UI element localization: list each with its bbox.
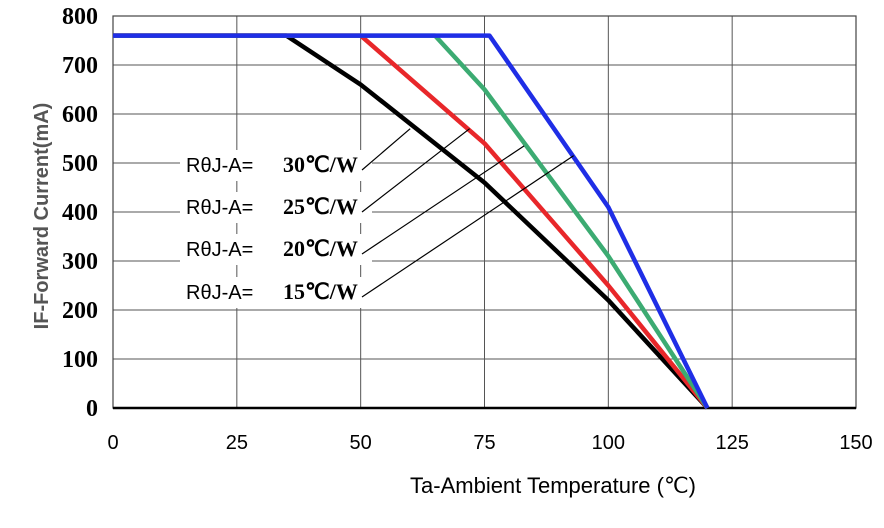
tick-labels: 0 25 50 75 100 125 150 0 100 200 300 400 500 600 700 80… bbox=[62, 4, 873, 454]
y-tick-label: 200 bbox=[62, 298, 98, 324]
x-tick-label: 0 bbox=[107, 432, 118, 454]
annotation-leader bbox=[361, 128, 411, 171]
annotation-box bbox=[180, 234, 372, 265]
x-tick-label: 75 bbox=[473, 432, 495, 454]
y-tick-label: 800 bbox=[62, 4, 98, 30]
annotation-value: 15℃/W bbox=[283, 279, 358, 304]
y-tick-label: 500 bbox=[62, 151, 98, 177]
y-tick-label: 700 bbox=[62, 53, 98, 79]
annotation-box bbox=[180, 277, 372, 308]
annotation-value: 20℃/W bbox=[283, 236, 358, 261]
annotation-leader bbox=[361, 145, 525, 255]
y-axis-label: IF-Forward Current(mA) bbox=[31, 103, 53, 330]
y-tick-label: 300 bbox=[62, 249, 98, 275]
annotation-prefix: RθJ-A= bbox=[186, 282, 253, 304]
annotation-box bbox=[180, 150, 372, 181]
x-tick-label: 25 bbox=[226, 432, 248, 454]
x-tick-label: 50 bbox=[350, 432, 372, 454]
y-tick-label: 400 bbox=[62, 200, 98, 226]
series-line bbox=[113, 33, 710, 409]
x-axis-label: Ta-Ambient Temperature (℃) bbox=[410, 473, 696, 498]
x-tick-label: 100 bbox=[592, 432, 625, 454]
annotation-prefix: RθJ-A= bbox=[186, 197, 253, 219]
x-tick-label: 125 bbox=[715, 432, 748, 454]
annotation-prefix: RθJ-A= bbox=[186, 155, 253, 177]
annotation-leader bbox=[361, 155, 574, 298]
annotation-leader bbox=[361, 128, 471, 213]
y-tick-label: 600 bbox=[62, 102, 98, 128]
annotation-prefix: RθJ-A= bbox=[186, 239, 253, 261]
series-lines bbox=[113, 33, 710, 410]
y-tick-label: 0 bbox=[86, 396, 98, 422]
x-tick-label: 150 bbox=[839, 432, 872, 454]
annotation-value: 25℃/W bbox=[283, 194, 358, 219]
annotation-box bbox=[180, 192, 372, 223]
annotations: RθJ-A= 30℃/W RθJ-A= 25℃/W RθJ-A= 20℃/W RθJ-A= 1… bbox=[180, 128, 574, 308]
y-tick-label: 100 bbox=[62, 347, 98, 373]
annotation-value: 30℃/W bbox=[283, 152, 358, 177]
